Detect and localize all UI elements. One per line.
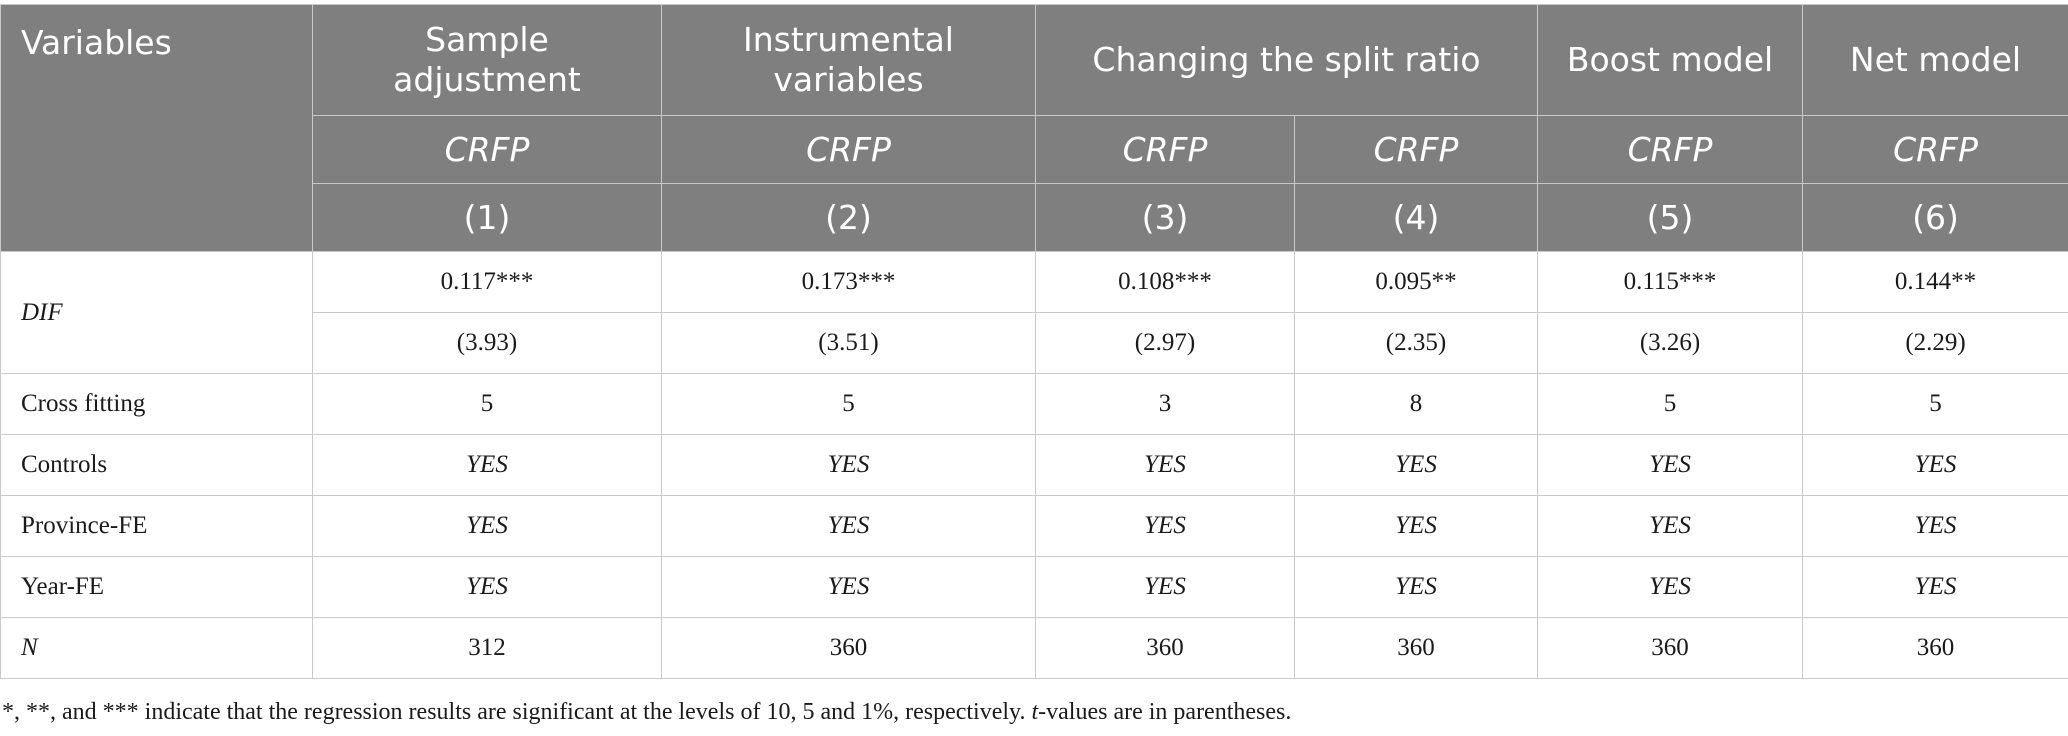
coefficient-cell: 0.144**: [1802, 251, 2068, 313]
coefficient-cell: 0.095**: [1293, 251, 1539, 313]
row-label-cross-fitting: Cross fitting: [0, 373, 313, 435]
group-header-sample-adjustment: Sample adjustment: [312, 4, 662, 116]
table-cell: YES: [661, 495, 1036, 557]
dependent-var-header: CRFP: [312, 115, 662, 184]
table-cell: YES: [1293, 495, 1539, 557]
table-cell: 8: [1293, 373, 1539, 435]
header-row-column-numbers: (1) (2) (3) (4) (5) (6): [1, 183, 2068, 252]
footnote-t-symbol: t: [1031, 699, 1039, 725]
t-value-cell: (2.29): [1802, 312, 2068, 374]
table-row-n: N 312 360 360 360 360 360: [0, 617, 2068, 679]
coefficient-cell: 0.173***: [661, 251, 1036, 313]
column-number: (3): [1035, 183, 1295, 252]
row-label-controls: Controls: [0, 434, 313, 496]
t-value-cell: (3.26): [1537, 312, 1804, 374]
table-cell: 360: [1293, 617, 1539, 679]
column-number: (2): [661, 183, 1036, 252]
t-value-cell: (2.97): [1035, 312, 1295, 374]
t-value-cell: (2.35): [1293, 312, 1539, 374]
column-number: (6): [1802, 183, 2068, 252]
table-cell: YES: [1035, 495, 1295, 557]
coefficient-cell: 0.117***: [312, 251, 662, 313]
row-label-province-fe: Province-FE: [0, 495, 313, 557]
variables-header: Variables: [0, 4, 313, 252]
column-number: (5): [1537, 183, 1804, 252]
group-header-split-ratio: Changing the split ratio: [1034, 4, 1539, 116]
footnote-text: *, **, and *** indicate that the regress…: [2, 699, 1032, 725]
table-cell: YES: [1537, 495, 1804, 557]
table-cell: YES: [312, 434, 662, 496]
table-cell: YES: [312, 556, 662, 618]
group-header-boost-model: Boost model: [1537, 4, 1804, 116]
row-label-dif: DIF: [0, 251, 313, 374]
dependent-var-header: CRFP: [1802, 115, 2068, 184]
dependent-var-header: CRFP: [1537, 115, 1804, 184]
table-cell: 3: [1035, 373, 1295, 435]
t-value-cell: (3.51): [661, 312, 1036, 374]
row-label-year-fe: Year-FE: [0, 556, 313, 618]
table-footnote: *, **, and *** indicate that the regress…: [2, 699, 1291, 726]
table-cell: YES: [1293, 434, 1539, 496]
table-row-controls: Controls YES YES YES YES YES YES: [0, 434, 2068, 496]
table-cell: YES: [1802, 556, 2068, 618]
table-cell: YES: [312, 495, 662, 557]
table-cell: 5: [661, 373, 1036, 435]
table-cell: YES: [1293, 556, 1539, 618]
header-row-groups: Variables Sample adjustment Instrumental…: [0, 4, 2068, 252]
table-row-province-fe: Province-FE YES YES YES YES YES YES: [0, 495, 2068, 557]
table-cell: 5: [312, 373, 662, 435]
coefficient-cell: 0.108***: [1035, 251, 1295, 313]
table-cell: YES: [661, 556, 1036, 618]
table-cell: 360: [661, 617, 1036, 679]
table-cell: YES: [1802, 495, 2068, 557]
table-cell: YES: [1035, 556, 1295, 618]
coefficient-cell: 0.115***: [1537, 251, 1804, 313]
dependent-var-header: CRFP: [1293, 115, 1539, 184]
table-cell: 360: [1802, 617, 2068, 679]
dependent-var-header: CRFP: [1035, 115, 1295, 184]
table-cell: 5: [1802, 373, 2068, 435]
header-row-dependent-variable: CRFP CRFP CRFP CRFP CRFP CRFP: [1, 115, 2068, 184]
row-label-n: N: [0, 617, 313, 679]
table-cell: YES: [1035, 434, 1295, 496]
table-cell: YES: [661, 434, 1036, 496]
t-value-cell: (3.93): [312, 312, 662, 374]
table-cell: 360: [1537, 617, 1804, 679]
table-row-dif-coef: DIF 0.117*** 0.173*** 0.108*** 0.095** 0…: [0, 251, 2068, 374]
table-row-cross-fitting: Cross fitting 5 5 3 8 5 5: [0, 373, 2068, 435]
column-number: (1): [312, 183, 662, 252]
table-row-dif-tvalues: (3.93) (3.51) (2.97) (2.35) (3.26) (2.29…: [1, 312, 2068, 374]
column-number: (4): [1293, 183, 1539, 252]
table-cell: YES: [1537, 556, 1804, 618]
footnote-text-end: -values are in parentheses.: [1038, 699, 1292, 725]
group-header-net-model: Net model: [1802, 4, 2068, 116]
dependent-var-header: CRFP: [661, 115, 1036, 184]
regression-results-table: Variables Sample adjustment Instrumental…: [0, 4, 2068, 679]
table-row-year-fe: Year-FE YES YES YES YES YES YES: [0, 556, 2068, 618]
table-cell: 312: [312, 617, 662, 679]
group-header-instrumental-variables: Instrumental variables: [661, 4, 1036, 116]
table-cell: 360: [1035, 617, 1295, 679]
table-cell: 5: [1537, 373, 1804, 435]
table-cell: YES: [1802, 434, 2068, 496]
table-cell: YES: [1537, 434, 1804, 496]
